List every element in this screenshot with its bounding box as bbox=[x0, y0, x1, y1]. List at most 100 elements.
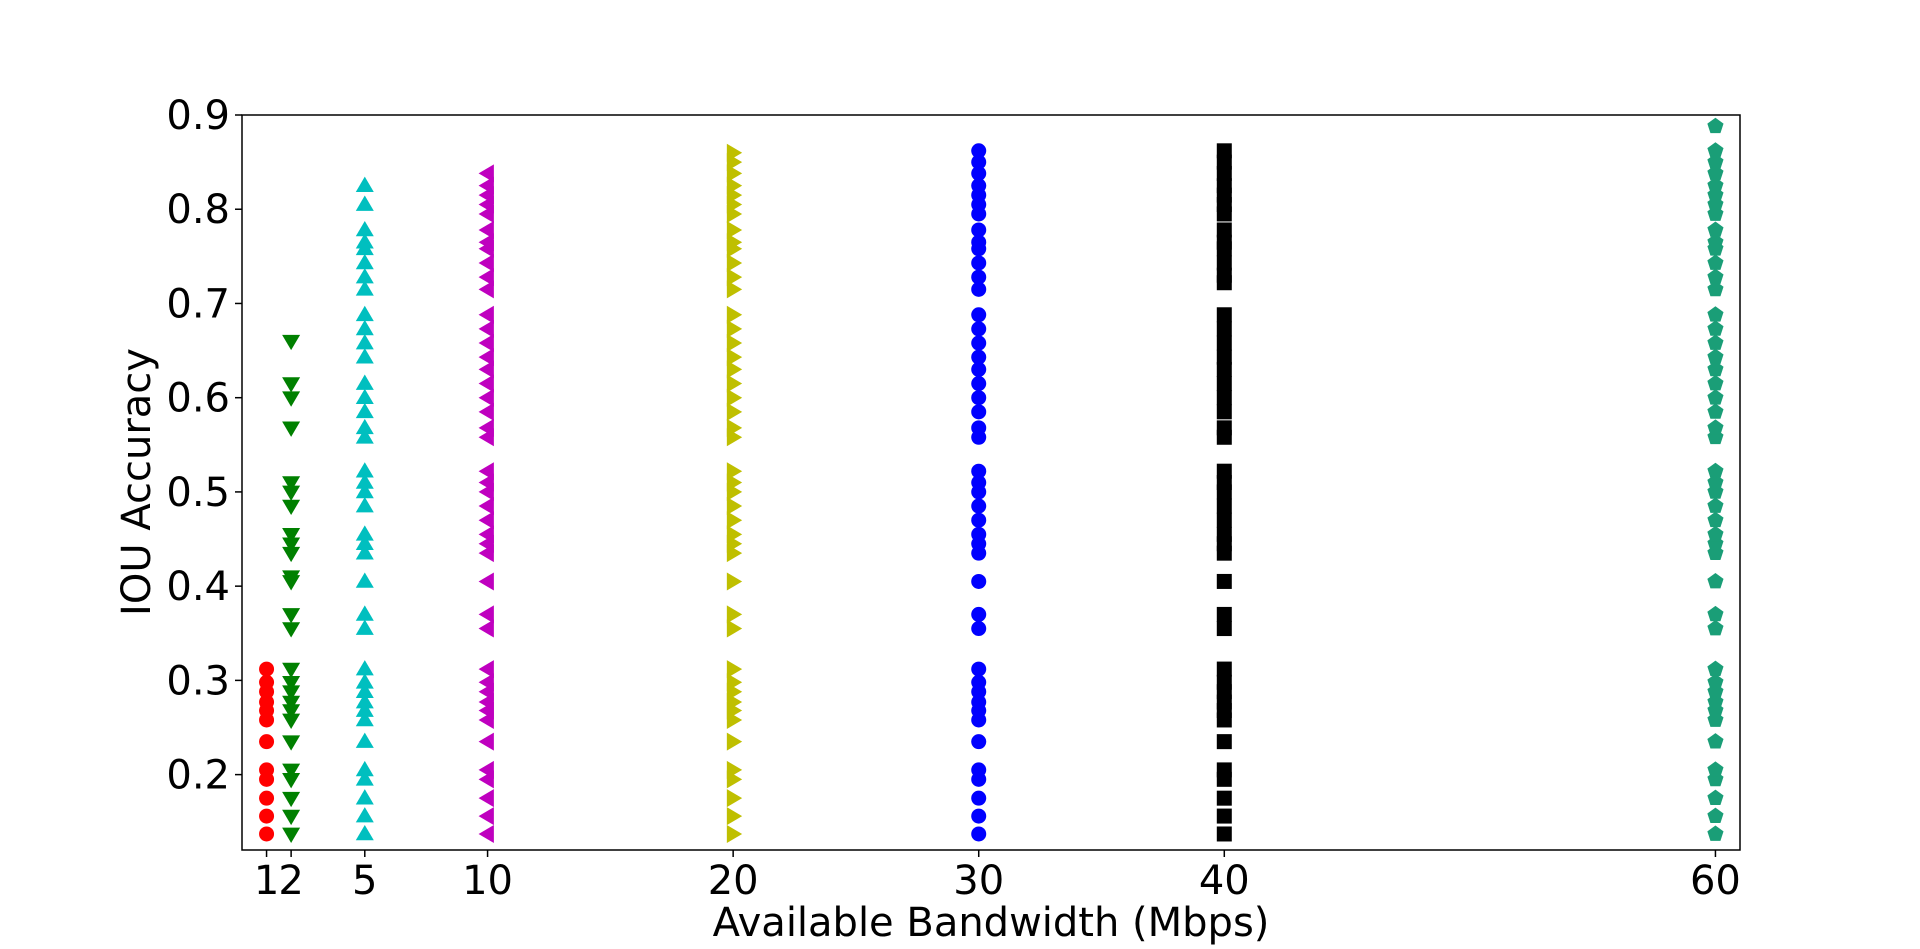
data-point bbox=[478, 334, 494, 353]
data-point bbox=[726, 360, 743, 379]
data-point bbox=[726, 673, 743, 692]
data-point bbox=[1707, 348, 1724, 365]
data-point bbox=[1216, 307, 1232, 323]
data-point bbox=[355, 693, 374, 709]
data-point bbox=[1707, 419, 1724, 435]
data-point bbox=[478, 402, 494, 421]
data-point bbox=[726, 280, 743, 299]
data-point bbox=[282, 809, 301, 826]
data-point bbox=[282, 608, 301, 624]
data-point bbox=[478, 511, 494, 530]
data-point bbox=[355, 673, 374, 689]
y-tick-label: 0.3 bbox=[166, 658, 230, 704]
data-point bbox=[1707, 233, 1724, 250]
data-point bbox=[1216, 790, 1232, 806]
data-point bbox=[355, 268, 374, 284]
data-point bbox=[259, 694, 275, 710]
data-point bbox=[726, 789, 743, 808]
data-point bbox=[726, 164, 743, 183]
data-point bbox=[355, 374, 374, 390]
data-point bbox=[282, 773, 301, 789]
data-point bbox=[971, 694, 987, 710]
data-point bbox=[1216, 420, 1232, 436]
data-point bbox=[259, 808, 275, 824]
data-point bbox=[355, 732, 374, 748]
x-tick-label: 40 bbox=[1199, 858, 1250, 904]
data-point bbox=[1216, 661, 1232, 677]
data-point bbox=[1707, 761, 1724, 777]
data-point bbox=[1216, 234, 1232, 250]
data-point bbox=[726, 732, 743, 751]
data-point bbox=[1216, 463, 1232, 479]
data-point bbox=[1216, 165, 1232, 181]
data-point bbox=[726, 473, 743, 492]
data-point bbox=[971, 762, 987, 778]
data-point bbox=[726, 619, 743, 638]
data-point bbox=[1216, 335, 1232, 351]
data-point bbox=[1216, 606, 1232, 622]
data-point bbox=[1707, 789, 1724, 806]
data-point bbox=[726, 525, 743, 544]
data-point bbox=[478, 388, 494, 407]
y-tick-label: 0.4 bbox=[166, 564, 230, 610]
data-point bbox=[1216, 222, 1232, 238]
data-point bbox=[282, 695, 301, 712]
data-point bbox=[971, 790, 987, 806]
data-point bbox=[1707, 572, 1724, 589]
data-point bbox=[259, 674, 275, 690]
data-point bbox=[282, 662, 301, 679]
data-point bbox=[726, 388, 743, 407]
data-point bbox=[355, 195, 374, 211]
data-point bbox=[478, 280, 494, 299]
data-point bbox=[1216, 498, 1232, 514]
data-point bbox=[726, 176, 743, 195]
data-point bbox=[1707, 497, 1724, 513]
x-tick-label: 30 bbox=[953, 858, 1004, 904]
data-point bbox=[355, 710, 374, 727]
data-point bbox=[726, 305, 743, 324]
data-point bbox=[282, 735, 301, 751]
data-point bbox=[1707, 268, 1724, 284]
data-point bbox=[355, 418, 374, 435]
data-point bbox=[282, 685, 301, 701]
data-point bbox=[282, 704, 301, 720]
data-point bbox=[355, 534, 374, 551]
data-point bbox=[1216, 826, 1232, 842]
data-point bbox=[478, 374, 494, 393]
data-point bbox=[355, 388, 374, 404]
data-point bbox=[971, 661, 987, 677]
data-point bbox=[971, 222, 987, 238]
data-point bbox=[355, 334, 374, 350]
data-point bbox=[726, 319, 743, 338]
data-point bbox=[282, 546, 301, 563]
data-point bbox=[1216, 143, 1232, 159]
data-point bbox=[355, 701, 374, 717]
data-point bbox=[1707, 334, 1724, 350]
data-point bbox=[971, 526, 987, 542]
data-point bbox=[726, 402, 743, 421]
data-point bbox=[726, 511, 743, 530]
data-point bbox=[355, 807, 374, 823]
data-point bbox=[726, 143, 743, 162]
data-point bbox=[1707, 825, 1724, 841]
y-tick-label: 0.9 bbox=[166, 93, 230, 139]
data-point bbox=[726, 220, 743, 239]
data-point bbox=[971, 349, 987, 365]
data-point bbox=[1216, 154, 1232, 170]
data-point bbox=[1216, 526, 1232, 542]
x-tick-label: 1 bbox=[254, 858, 279, 904]
data-point bbox=[1216, 178, 1232, 194]
data-point bbox=[478, 473, 494, 492]
data-point bbox=[971, 498, 987, 514]
data-point bbox=[971, 321, 987, 337]
data-point bbox=[1216, 255, 1232, 271]
data-point bbox=[355, 605, 374, 621]
data-point bbox=[478, 824, 494, 843]
data-point bbox=[726, 348, 743, 367]
data-point bbox=[282, 377, 301, 393]
data-point bbox=[726, 807, 743, 826]
data-point bbox=[1707, 403, 1724, 419]
data-markers bbox=[259, 117, 1724, 843]
data-point bbox=[478, 760, 494, 779]
